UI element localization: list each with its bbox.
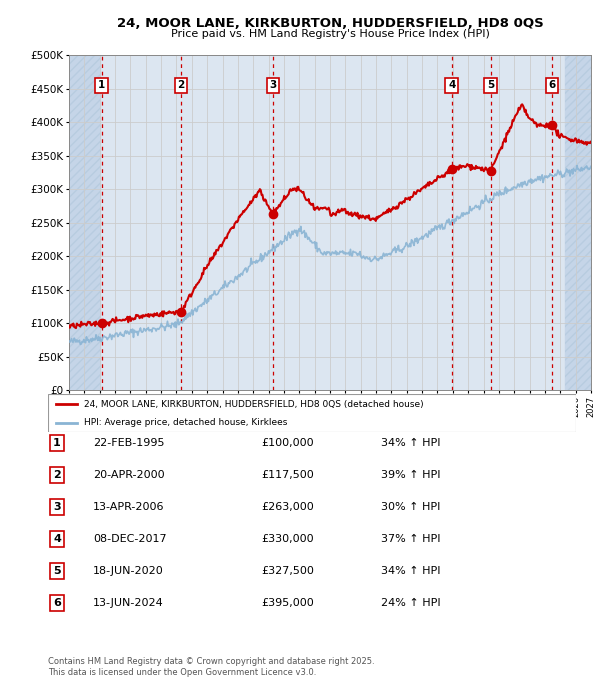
Text: 30% ↑ HPI: 30% ↑ HPI: [381, 503, 440, 512]
Text: £395,000: £395,000: [261, 598, 314, 608]
Text: 39% ↑ HPI: 39% ↑ HPI: [381, 471, 440, 480]
Bar: [69, 55, 100, 390]
Text: 1: 1: [98, 80, 106, 90]
Bar: [69, 55, 100, 390]
Bar: [565, 55, 591, 390]
Text: HPI: Average price, detached house, Kirklees: HPI: Average price, detached house, Kirk…: [84, 418, 287, 427]
Text: 20-APR-2000: 20-APR-2000: [93, 471, 164, 480]
Text: 3: 3: [269, 80, 277, 90]
Text: 13-JUN-2024: 13-JUN-2024: [93, 598, 164, 608]
Text: 18-JUN-2020: 18-JUN-2020: [93, 566, 164, 576]
Text: 34% ↑ HPI: 34% ↑ HPI: [381, 439, 440, 448]
Text: 3: 3: [53, 503, 61, 512]
Text: 4: 4: [53, 534, 61, 544]
Text: £327,500: £327,500: [261, 566, 314, 576]
Text: 22-FEB-1995: 22-FEB-1995: [93, 439, 164, 448]
Text: £100,000: £100,000: [261, 439, 314, 448]
Bar: [565, 55, 591, 390]
Text: 2: 2: [53, 471, 61, 480]
Text: 13-APR-2006: 13-APR-2006: [93, 503, 164, 512]
Text: 24% ↑ HPI: 24% ↑ HPI: [381, 598, 440, 608]
Text: 5: 5: [53, 566, 61, 576]
Text: 2: 2: [178, 80, 185, 90]
Text: 6: 6: [548, 80, 556, 90]
Text: £330,000: £330,000: [261, 534, 314, 544]
Text: 34% ↑ HPI: 34% ↑ HPI: [381, 566, 440, 576]
Text: £117,500: £117,500: [261, 471, 314, 480]
Text: Contains HM Land Registry data © Crown copyright and database right 2025.
This d: Contains HM Land Registry data © Crown c…: [48, 657, 374, 677]
Text: Price paid vs. HM Land Registry's House Price Index (HPI): Price paid vs. HM Land Registry's House …: [170, 29, 490, 39]
Text: 4: 4: [448, 80, 455, 90]
Text: 5: 5: [487, 80, 494, 90]
Text: 1: 1: [53, 439, 61, 448]
Text: 24, MOOR LANE, KIRKBURTON, HUDDERSFIELD, HD8 0QS: 24, MOOR LANE, KIRKBURTON, HUDDERSFIELD,…: [116, 17, 544, 30]
Text: £263,000: £263,000: [261, 503, 314, 512]
Text: 6: 6: [53, 598, 61, 608]
Text: 08-DEC-2017: 08-DEC-2017: [93, 534, 167, 544]
Text: 24, MOOR LANE, KIRKBURTON, HUDDERSFIELD, HD8 0QS (detached house): 24, MOOR LANE, KIRKBURTON, HUDDERSFIELD,…: [84, 400, 424, 409]
Text: 37% ↑ HPI: 37% ↑ HPI: [381, 534, 440, 544]
